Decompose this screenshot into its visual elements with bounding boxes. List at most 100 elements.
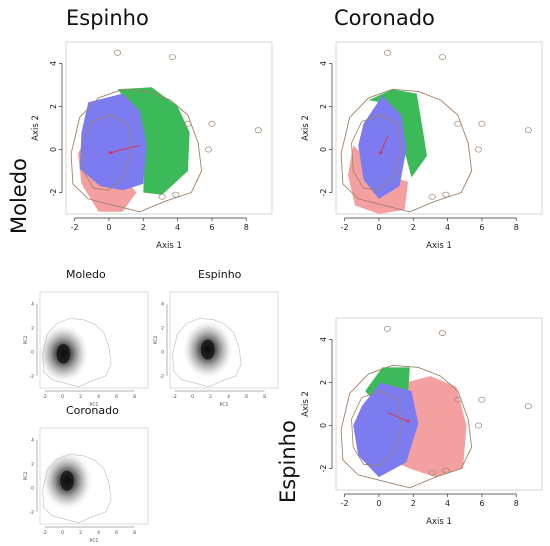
column-title-coronado: Coronado <box>334 6 435 30</box>
centroid-point <box>406 419 410 423</box>
density-core <box>200 339 215 360</box>
centroid-vector <box>380 136 388 153</box>
x-tick-label: 4 <box>227 394 230 400</box>
x-tick-label: 8 <box>514 499 519 508</box>
x-axis-title: PC1 <box>90 402 99 408</box>
contour-fragment <box>438 54 446 61</box>
contour-outer <box>340 88 473 213</box>
y-tick-label: 4 <box>161 302 164 308</box>
density-contour <box>42 454 112 524</box>
contour-fragment <box>158 193 166 200</box>
x-tick-label: 2 <box>209 394 212 400</box>
contour-fragment <box>524 403 532 410</box>
plot-frame <box>65 41 273 215</box>
density-plot-moledo: -2 0 2 4 6 8 -2 0 2 4 PC1 PC2 <box>23 291 149 408</box>
contour-fragment <box>113 49 122 56</box>
region-overlap <box>79 93 147 191</box>
x-tick-label: 6 <box>479 499 484 508</box>
contour-outer <box>340 364 473 489</box>
column-title-espinho: Espinho <box>66 6 149 30</box>
contour-fragment <box>474 146 483 153</box>
y-tick-label: 2 <box>319 104 328 109</box>
plot-frame <box>335 317 543 491</box>
x-tick-label: 2 <box>411 499 416 508</box>
y-tick-label: 4 <box>31 302 34 308</box>
centroid-vector <box>387 412 409 422</box>
y-axis-title: Axis 2 <box>31 115 41 141</box>
centroid-point <box>109 151 113 155</box>
y-axis-title: PC2 <box>153 336 159 345</box>
x-axis-title: Axis 1 <box>426 517 452 527</box>
x-axis-title: Axis 1 <box>156 241 182 251</box>
density-contour <box>42 318 112 388</box>
x-tick-label: 8 <box>133 530 136 536</box>
y-tick-label: 0 <box>31 350 34 356</box>
y-tick-label: -2 <box>319 465 328 473</box>
plot-frame <box>335 41 543 215</box>
contour-fragment <box>438 330 446 337</box>
x-axis-title: Axis 1 <box>426 241 452 251</box>
y-axis-title: PC2 <box>23 336 29 345</box>
x-tick-label: -2 <box>172 394 177 400</box>
x-tick-label: 2 <box>411 223 416 232</box>
x-axis-title: PC1 <box>220 402 229 408</box>
y-tick-label: 4 <box>31 438 34 444</box>
x-axis-title: PC1 <box>90 538 99 544</box>
x-tick-label: 4 <box>97 530 100 536</box>
density-core <box>56 343 71 364</box>
y-tick-label: -2 <box>319 189 328 197</box>
contour-fragment <box>383 325 392 332</box>
contour-fragment <box>454 396 462 403</box>
y-tick-label: 0 <box>319 423 328 428</box>
density-title-espinho: Espinho <box>198 268 242 281</box>
x-tick-label: 4 <box>445 223 450 232</box>
x-tick-label: 8 <box>263 394 266 400</box>
y-tick-label: 0 <box>31 486 34 492</box>
y-tick-label: 4 <box>319 61 328 66</box>
contour-fragment <box>172 191 180 198</box>
contour-fragment <box>478 396 486 403</box>
x-tick-label: 0 <box>61 530 64 536</box>
region-second-only <box>368 89 427 178</box>
x-tick-label: -2 <box>42 530 47 536</box>
x-tick-label: 0 <box>106 223 111 232</box>
y-tick-label: -2 <box>160 374 165 380</box>
y-tick-label: -2 <box>49 189 58 197</box>
contour-fragment <box>204 146 213 153</box>
x-tick-label: 8 <box>244 223 249 232</box>
contour-inner <box>351 390 402 467</box>
contour-inner <box>81 114 132 191</box>
overlap-plot-espinho-coronado: -2 0 2 4 6 8 -2 0 2 4 Axis 1 Axis 2 <box>301 317 543 527</box>
contour-fragment <box>254 127 262 134</box>
y-tick-label: 0 <box>161 350 164 356</box>
contour-fragment <box>168 54 176 61</box>
y-tick-label: 2 <box>49 104 58 109</box>
y-tick-label: -2 <box>30 374 35 380</box>
y-tick-label: 2 <box>31 462 34 468</box>
density-core <box>60 470 74 491</box>
overlap-plot-moledo-coronado: -2 0 2 4 6 8 -2 0 2 4 Axis 1 Axis 2 <box>301 41 543 251</box>
density-title-coronado: Coronado <box>66 404 119 417</box>
x-tick-label: 4 <box>175 223 180 232</box>
y-tick-label: -2 <box>30 510 35 516</box>
density-title-moledo: Moledo <box>66 268 106 281</box>
y-tick-label: 0 <box>49 147 58 152</box>
contour-fragment <box>442 191 450 198</box>
centroid-vector <box>110 144 140 154</box>
contour-fragment <box>428 469 436 476</box>
y-tick-label: 0 <box>319 147 328 152</box>
x-tick-label: 6 <box>209 223 214 232</box>
x-tick-label: 6 <box>115 530 118 536</box>
x-tick-label: 6 <box>479 223 484 232</box>
y-tick-label: 2 <box>161 326 164 332</box>
centroid-point <box>379 151 383 155</box>
x-tick-label: 2 <box>79 530 82 536</box>
x-tick-label: 0 <box>376 499 381 508</box>
contour-inner <box>351 114 402 191</box>
y-tick-label: 2 <box>31 326 34 332</box>
contour-fragment <box>474 422 483 429</box>
x-tick-label: 2 <box>79 394 82 400</box>
x-tick-label: 6 <box>115 394 118 400</box>
contour-fragment <box>478 120 486 127</box>
x-tick-label: 0 <box>376 223 381 232</box>
